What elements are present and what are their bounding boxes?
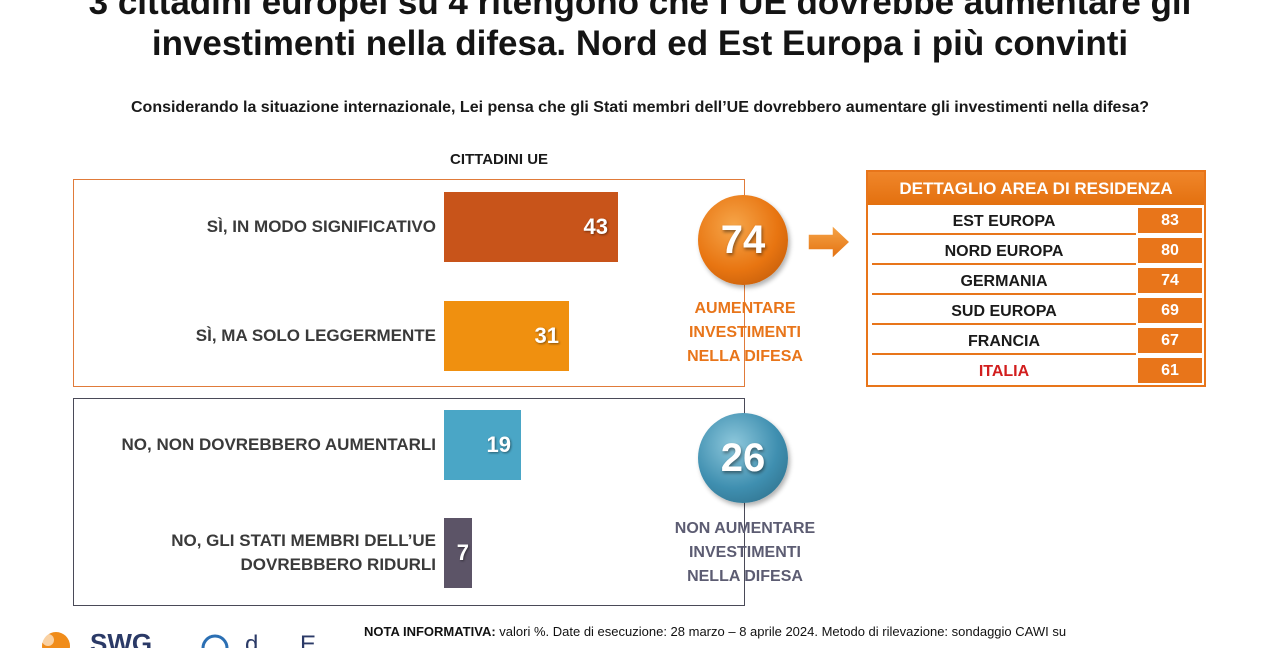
area-table-row: ITALIA 61 xyxy=(868,355,1204,385)
area-name: GERMANIA xyxy=(872,268,1136,295)
bar: 43 xyxy=(444,192,618,262)
area-value: 69 xyxy=(1138,298,1202,325)
no-total-circle: 26 xyxy=(698,413,788,503)
yes-answers-box xyxy=(73,179,745,387)
note-text: valori %. Date di esecuzione: 28 marzo –… xyxy=(499,624,1067,639)
yes-caption-line: AUMENTARE xyxy=(694,300,796,317)
yes-caption-line: INVESTIMENTI xyxy=(688,324,801,341)
bar-value-label: 43 xyxy=(583,214,608,239)
no-caption-line: NON AUMENTARE xyxy=(674,520,816,537)
no-total-caption: NON AUMENTARE INVESTIMENTI NELLA DIFESA xyxy=(660,517,830,589)
category-label: NO, NON DOVREBBERO AUMENTARLI xyxy=(121,435,437,454)
title-line-2: investimenti nella difesa. Nord ed Est E… xyxy=(151,24,1129,63)
bar-value-label: 31 xyxy=(534,323,559,348)
arrow-right-icon xyxy=(807,223,852,261)
area-name: EST EUROPA xyxy=(872,208,1136,235)
page-title: 3 cittadini europei su 4 ritengono che l… xyxy=(0,0,1280,64)
area-name: NORD EUROPA xyxy=(872,238,1136,265)
area-name: ITALIA xyxy=(978,363,1030,380)
bar: 19 xyxy=(444,410,521,480)
svg-text:SWG: SWG xyxy=(90,628,152,648)
area-value: 61 xyxy=(1138,358,1202,385)
bar: 7 xyxy=(444,518,472,588)
swg-logo: SWG d E xyxy=(42,628,316,648)
area-name: FRANCIA xyxy=(872,328,1136,355)
area-value: 83 xyxy=(1138,208,1202,235)
area-table-header: DETTAGLIO AREA DI RESIDENZA xyxy=(868,172,1204,205)
group-label: CITTADINI UE xyxy=(450,151,549,168)
area-detail-table: DETTAGLIO AREA DI RESIDENZA EST EUROPA 83… xyxy=(866,170,1206,387)
area-value: 74 xyxy=(1138,268,1202,295)
category-label: SÌ, MA SOLO LEGGERMENTE xyxy=(195,326,436,345)
informative-note: NOTA INFORMATIVA: valori %. Date di esec… xyxy=(364,624,1066,639)
yes-total-caption: AUMENTARE INVESTIMENTI NELLA DIFESA xyxy=(660,297,830,369)
no-caption-line: INVESTIMENTI xyxy=(688,544,801,561)
note-label: NOTA INFORMATIVA: xyxy=(364,624,496,639)
area-value: 80 xyxy=(1138,238,1202,265)
bar-value-label: 7 xyxy=(456,540,469,565)
area-table-row: SUD EUROPA 69 xyxy=(868,295,1204,325)
area-table-row: GERMANIA 74 xyxy=(868,265,1204,295)
area-table-row: NORD EUROPA 80 xyxy=(868,235,1204,265)
no-caption-line: NELLA DIFESA xyxy=(687,568,803,585)
area-value: 67 xyxy=(1138,328,1202,355)
area-table-row: FRANCIA 67 xyxy=(868,325,1204,355)
yes-caption-line: NELLA DIFESA xyxy=(687,348,803,365)
area-name: SUD EUROPA xyxy=(872,298,1136,325)
bar-value-label: 19 xyxy=(486,432,511,457)
bar: 31 xyxy=(444,301,569,371)
title-line-1: 3 cittadini europei su 4 ritengono che l… xyxy=(88,0,1192,22)
area-table-row: EST EUROPA 83 xyxy=(868,205,1204,235)
category-label: SÌ, IN MODO SIGNIFICATIVO xyxy=(206,217,436,236)
yes-total-circle: 74 xyxy=(698,195,788,285)
survey-question: Considerando la situazione internazional… xyxy=(130,99,1150,116)
category-label: NO, GLI STATI MEMBRI DELL’UE DOVREBBERO … xyxy=(171,531,436,574)
